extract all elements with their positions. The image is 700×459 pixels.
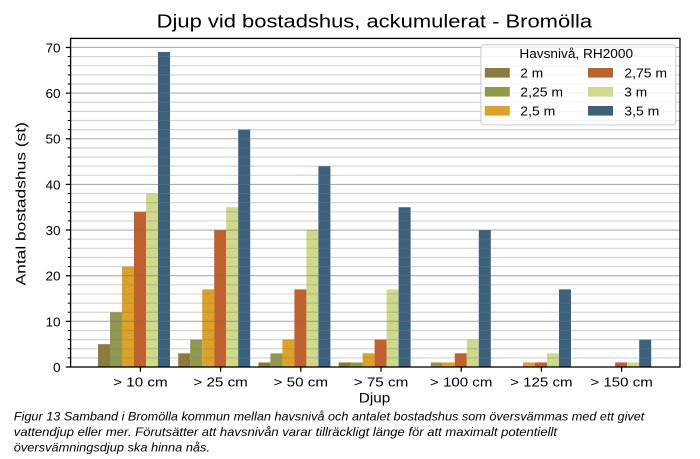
svg-text:> 50 cm: > 50 cm [274,375,329,390]
svg-text:2 m: 2 m [520,65,543,80]
svg-text:10: 10 [46,314,61,329]
svg-text:vattendjup eller mer. Förutsät: vattendjup eller mer. Förutsätter att ha… [14,425,558,439]
svg-text:70: 70 [46,40,61,55]
svg-text:60: 60 [46,86,61,101]
svg-text:40: 40 [46,177,61,192]
svg-text:> 10 cm: > 10 cm [113,375,168,390]
svg-text:3 m: 3 m [624,84,647,99]
svg-text:> 150 cm: > 150 cm [590,375,653,390]
svg-text:3,5 m: 3,5 m [624,103,659,118]
svg-text:2,25 m: 2,25 m [520,84,563,99]
svg-text:Djup vid bostadshus, ackumuler: Djup vid bostadshus, ackumulerat - Bromö… [157,11,594,31]
svg-text:0: 0 [53,360,61,375]
svg-text:> 75 cm: > 75 cm [354,375,409,390]
svg-text:Antal bostadshus (st): Antal bostadshus (st) [14,122,29,285]
svg-text:2,5 m: 2,5 m [520,103,555,118]
svg-text:Figur 13 Samband i Bromölla ko: Figur 13 Samband i Bromölla kommun mella… [14,410,645,424]
svg-text:> 100 cm: > 100 cm [430,375,493,390]
svg-text:50: 50 [46,132,61,147]
svg-text:Havsnivå, RH2000: Havsnivå, RH2000 [519,46,633,61]
svg-text:2,75 m: 2,75 m [624,65,667,80]
svg-text:översvämningsdjup ska hinna nå: översvämningsdjup ska hinna nås. [14,440,210,454]
svg-text:> 25 cm: > 25 cm [193,375,248,390]
svg-text:> 125 cm: > 125 cm [510,375,573,390]
svg-text:30: 30 [46,223,61,238]
svg-text:20: 20 [46,269,61,284]
svg-text:Djup: Djup [359,390,391,405]
